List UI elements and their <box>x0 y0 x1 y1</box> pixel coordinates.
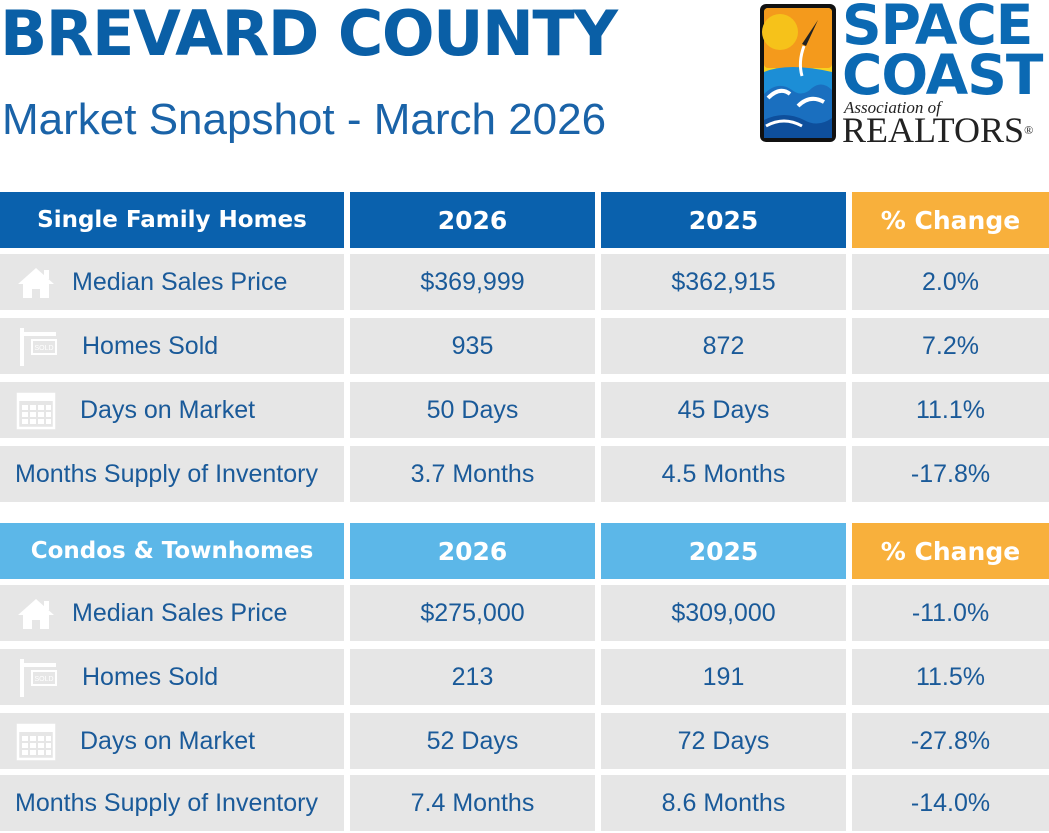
value-2025: 4.5 Months <box>601 446 846 502</box>
percent-change: 11.5% <box>852 649 1049 705</box>
percent-change: -14.0% <box>852 775 1049 831</box>
svg-text:SOLD: SOLD <box>34 345 53 352</box>
sold-sign-icon: SOLD <box>20 659 57 697</box>
row-label: Days on Market <box>80 726 256 755</box>
value-2025: 8.6 Months <box>601 775 846 831</box>
row-label: Days on Market <box>80 395 256 424</box>
row-label-cell: Days on Market <box>0 713 344 769</box>
year-2026-header: 2026 <box>350 192 595 248</box>
logo-text-space: SPACE <box>842 0 1033 57</box>
logo-realtors-word: REALTORS <box>842 110 1025 150</box>
section-title: Condos & Townhomes <box>0 523 344 579</box>
table-row: Median Sales Price $369,999 $362,915 2.0… <box>0 254 1049 310</box>
row-label-cell: Months Supply of Inventory <box>0 775 344 831</box>
value-2026: 213 <box>350 649 595 705</box>
row-label-cell: SOLD Homes Sold <box>0 318 344 374</box>
logo-text-association: Association of <box>844 98 941 117</box>
calendar-icon <box>16 392 56 430</box>
table-header-row: Condos & Townhomes 2026 2025 % Change <box>0 523 1049 579</box>
value-2025: 45 Days <box>601 382 846 438</box>
value-2026: 52 Days <box>350 713 595 769</box>
percent-change-header: % Change <box>852 523 1049 579</box>
value-2025: 872 <box>601 318 846 374</box>
percent-change: 2.0% <box>852 254 1049 310</box>
value-2025: 72 Days <box>601 713 846 769</box>
row-label-cell: Days on Market <box>0 382 344 438</box>
percent-change: -27.8% <box>852 713 1049 769</box>
row-label-cell: Median Sales Price <box>0 254 344 310</box>
space-coast-realtors-logo: SPACE COAST Association of REALTORS® <box>758 0 1048 148</box>
value-2025: $362,915 <box>601 254 846 310</box>
value-2026: 935 <box>350 318 595 374</box>
value-2025: 191 <box>601 649 846 705</box>
row-label: Months Supply of Inventory <box>15 788 318 817</box>
section-title: Single Family Homes <box>0 192 344 248</box>
table-row: Median Sales Price $275,000 $309,000 -11… <box>0 585 1049 641</box>
sold-sign-icon: SOLD <box>20 328 57 366</box>
table-row: SOLD Homes Sold 213 191 11.5% <box>0 649 1049 705</box>
value-2026: 7.4 Months <box>350 775 595 831</box>
house-icon <box>18 268 54 298</box>
value-2026: 50 Days <box>350 382 595 438</box>
row-label: Median Sales Price <box>72 598 288 627</box>
value-2026: 3.7 Months <box>350 446 595 502</box>
percent-change: -17.8% <box>852 446 1049 502</box>
table-row: Months Supply of Inventory 7.4 Months 8.… <box>0 775 1049 831</box>
row-label-cell: SOLD Homes Sold <box>0 649 344 705</box>
logo-text-coast: COAST <box>842 43 1043 107</box>
row-label: Months Supply of Inventory <box>15 459 318 488</box>
page-title: BREVARD COUNTY <box>0 0 618 70</box>
percent-change: 7.2% <box>852 318 1049 374</box>
calendar-icon <box>16 723 56 761</box>
table-row: Days on Market 50 Days 45 Days 11.1% <box>0 382 1049 438</box>
row-label-cell: Median Sales Price <box>0 585 344 641</box>
value-2025: $309,000 <box>601 585 846 641</box>
value-2026: $369,999 <box>350 254 595 310</box>
table-row: Days on Market 52 Days 72 Days -27.8% <box>0 713 1049 769</box>
year-2026-header: 2026 <box>350 523 595 579</box>
percent-change: 11.1% <box>852 382 1049 438</box>
row-label: Homes Sold <box>82 331 219 360</box>
table-header-row: Single Family Homes 2026 2025 % Change <box>0 192 1049 248</box>
percent-change-header: % Change <box>852 192 1049 248</box>
year-2025-header: 2025 <box>601 192 846 248</box>
table-row: SOLD Homes Sold 935 872 7.2% <box>0 318 1049 374</box>
table-row: Months Supply of Inventory 3.7 Months 4.… <box>0 446 1049 502</box>
row-label: Median Sales Price <box>72 267 288 296</box>
svg-text:SOLD: SOLD <box>34 676 53 683</box>
row-label: Homes Sold <box>82 662 219 691</box>
row-label-cell: Months Supply of Inventory <box>0 446 344 502</box>
house-icon <box>18 599 54 629</box>
value-2026: $275,000 <box>350 585 595 641</box>
year-2025-header: 2025 <box>601 523 846 579</box>
percent-change: -11.0% <box>852 585 1049 641</box>
page-subtitle: Market Snapshot - March 2026 <box>2 95 607 144</box>
logo-emblem-icon <box>760 4 836 142</box>
registered-mark: ® <box>1024 123 1034 137</box>
logo-text-realtors: REALTORS® <box>842 112 1033 148</box>
